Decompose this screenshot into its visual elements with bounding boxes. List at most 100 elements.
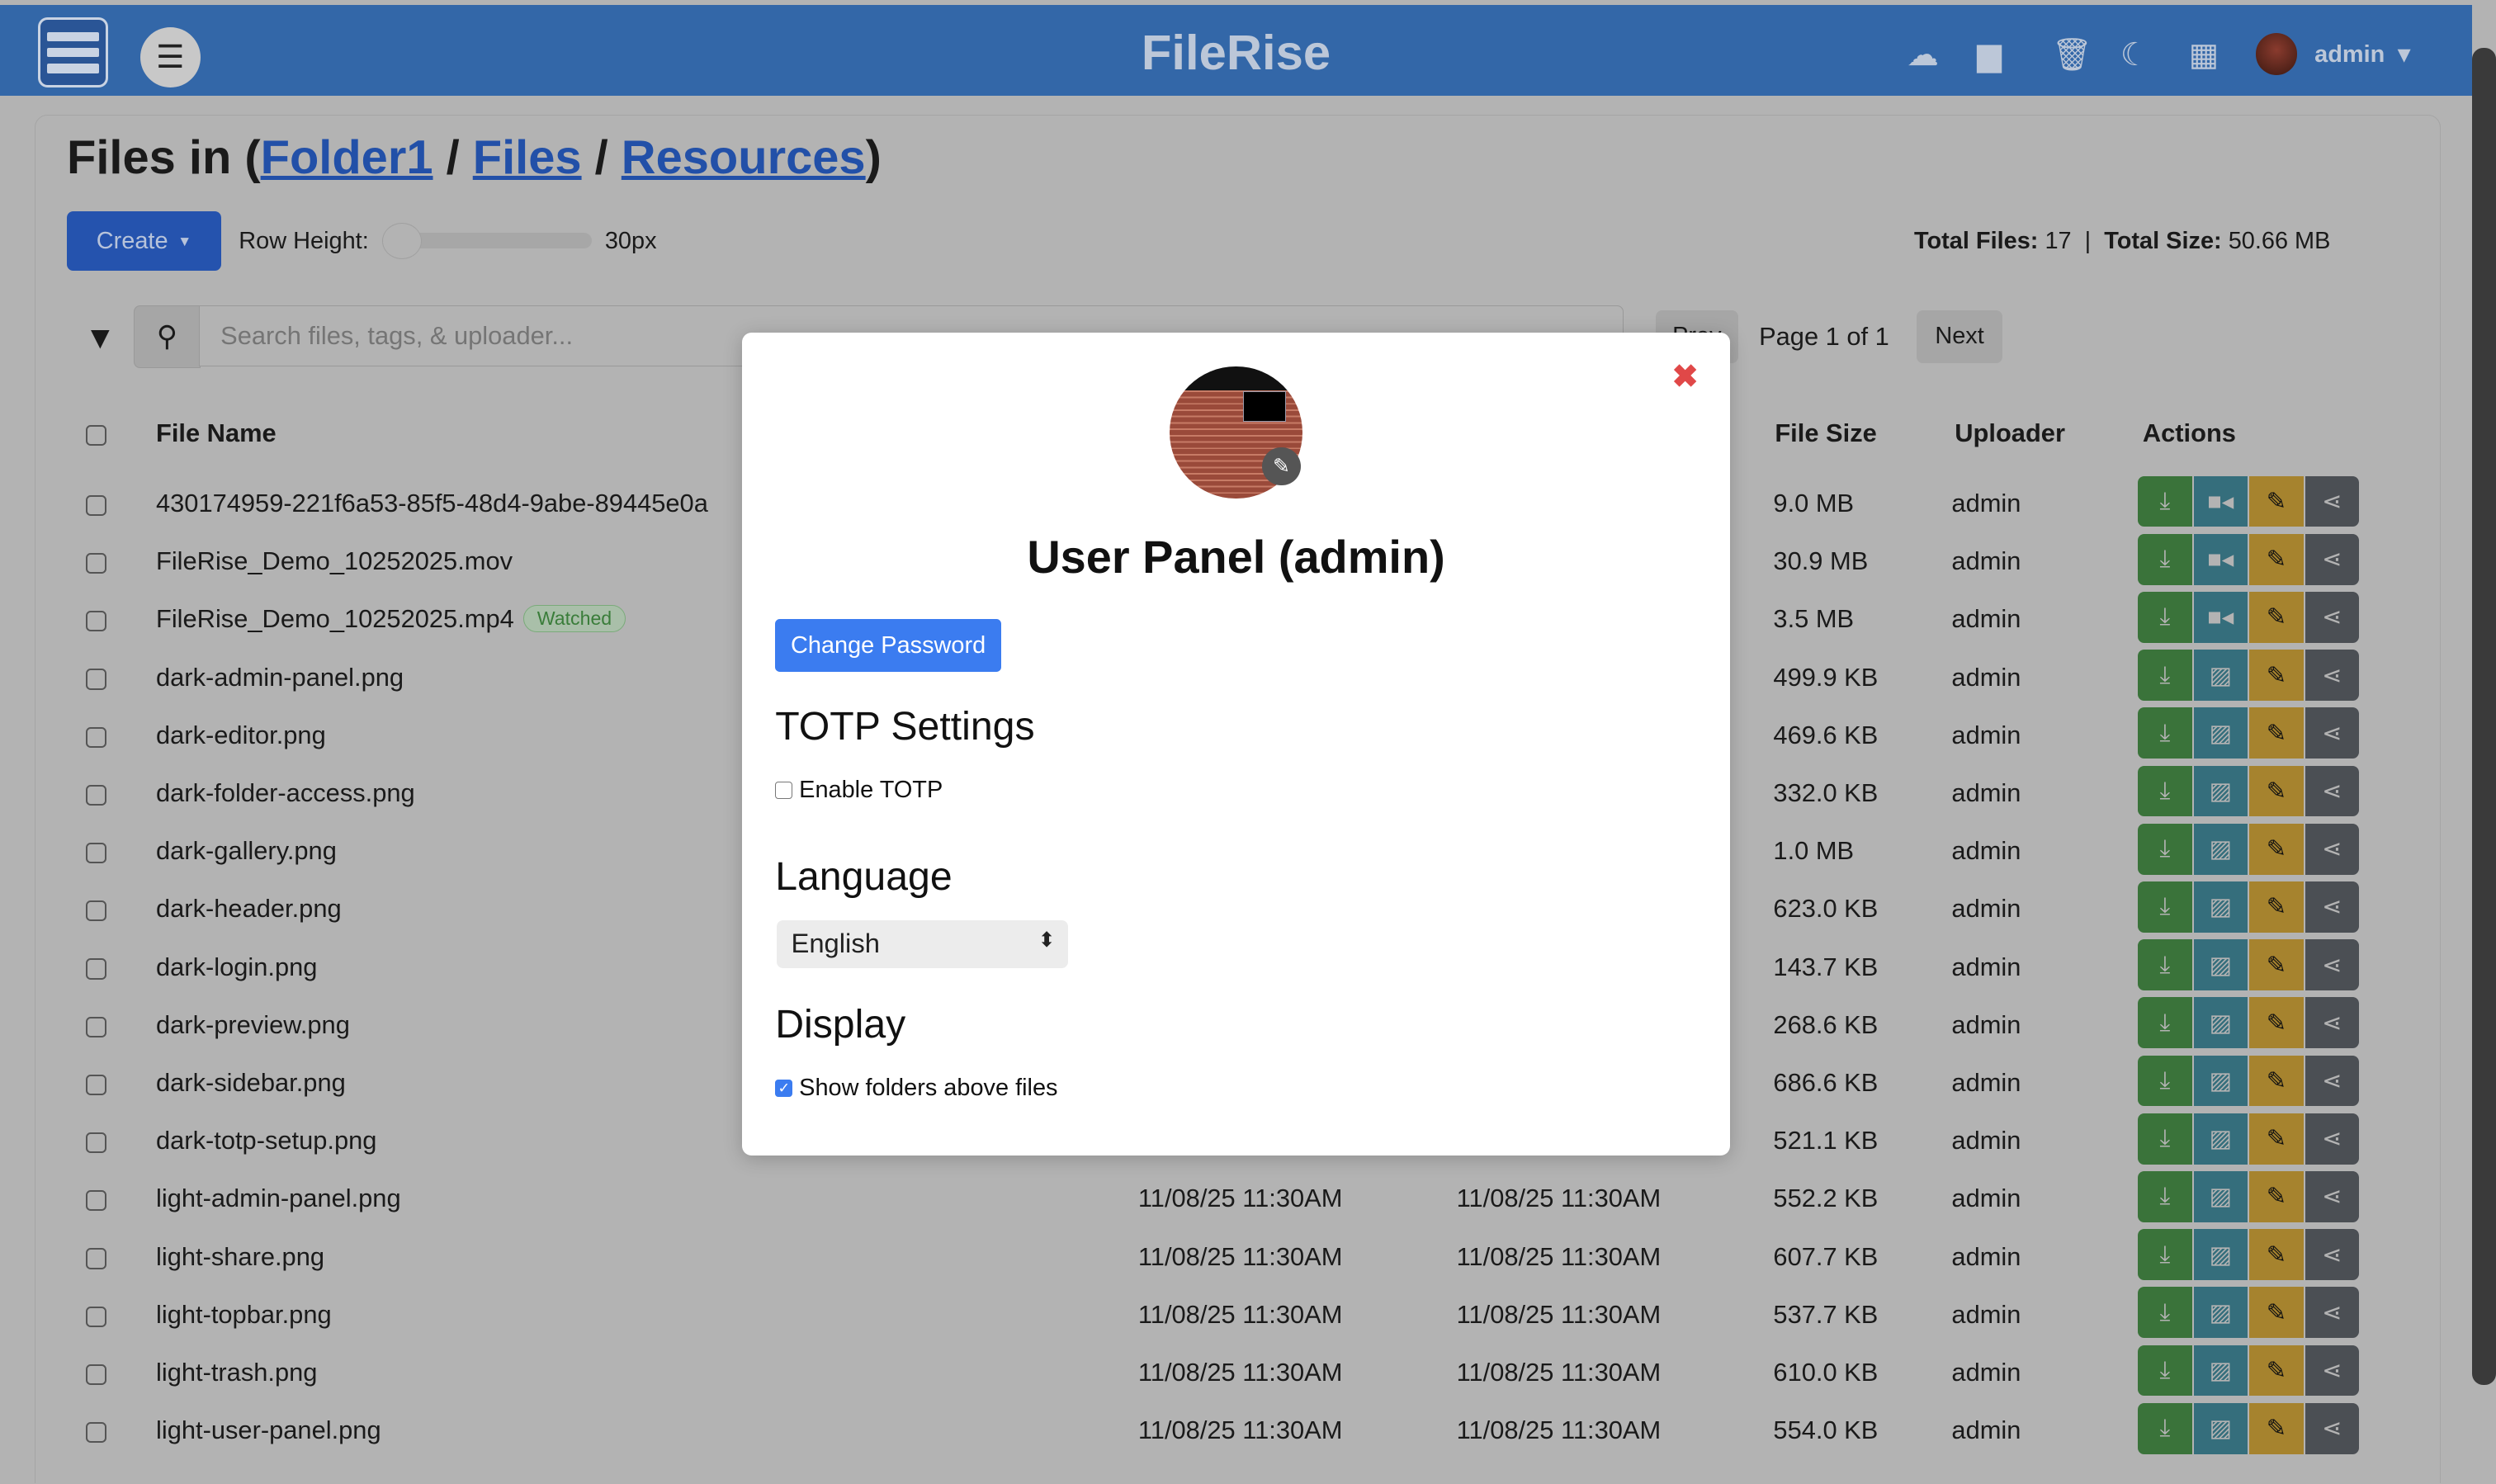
row-checkbox[interactable] — [86, 1363, 107, 1385]
download-button[interactable]: ⤓ — [2138, 997, 2192, 1049]
share-button[interactable]: ⋖ — [2305, 997, 2360, 1049]
file-name[interactable]: dark-totp-setup.png — [156, 1126, 376, 1156]
row-checkbox[interactable] — [86, 900, 107, 922]
breadcrumb-folder1[interactable]: Folder1 — [260, 131, 433, 185]
file-name[interactable]: light-admin-panel.png — [156, 1184, 401, 1213]
file-name[interactable]: dark-login.png — [156, 952, 317, 982]
upload-cloud-icon[interactable]: ☁ — [1907, 37, 1939, 73]
row-checkbox[interactable] — [86, 611, 107, 632]
preview-button[interactable]: ▨ — [2193, 1113, 2248, 1165]
share-button[interactable]: ⋖ — [2305, 592, 2360, 643]
edit-button[interactable]: ✎ — [2249, 707, 2304, 759]
edit-button[interactable]: ✎ — [2249, 592, 2304, 643]
scrollbar[interactable] — [2472, 47, 2496, 1385]
share-button[interactable]: ⋖ — [2305, 1113, 2360, 1165]
show-folders-checkbox[interactable]: ✓ Show folders above files — [775, 1075, 1058, 1102]
filter-icon[interactable]: ▼ — [84, 319, 116, 356]
download-button[interactable]: ⤓ — [2138, 1287, 2192, 1339]
table-row[interactable]: dark-folder-access.png 332.0 KB admin ⤓ ▨… — [0, 764, 2472, 821]
table-row[interactable]: 430174959-221f6a53-85f5-48d4-9abe-89445e… — [0, 475, 2472, 532]
row-checkbox[interactable] — [86, 1190, 107, 1212]
download-button[interactable]: ⤓ — [2138, 707, 2192, 759]
edit-button[interactable]: ✎ — [2249, 823, 2304, 875]
preview-button[interactable]: ▨ — [2193, 939, 2248, 990]
header-file-size[interactable]: File Size — [1775, 418, 1877, 448]
row-checkbox[interactable] — [86, 784, 107, 806]
share-button[interactable]: ⋖ — [2305, 765, 2360, 817]
download-button[interactable]: ⤓ — [2138, 533, 2192, 585]
preview-button[interactable]: ■◂ — [2193, 592, 2248, 643]
file-name[interactable]: light-topbar.png — [156, 1300, 332, 1330]
preview-button[interactable]: ▨ — [2193, 1171, 2248, 1222]
table-row[interactable]: dark-sidebar.png 686.6 KB admin ⤓ ▨ ✎ ⋖ — [0, 1054, 2472, 1111]
download-button[interactable]: ⤓ — [2138, 1113, 2192, 1165]
table-row[interactable]: dark-gallery.png 1.0 MB admin ⤓ ▨ ✎ ⋖ — [0, 822, 2472, 879]
file-name[interactable]: FileRise_Demo_10252025.mp4 Watched — [156, 604, 626, 634]
edit-button[interactable]: ✎ — [2249, 997, 2304, 1049]
edit-button[interactable]: ✎ — [2249, 1287, 2304, 1339]
row-checkbox[interactable] — [86, 669, 107, 690]
edit-button[interactable]: ✎ — [2249, 1113, 2304, 1165]
preview-button[interactable]: ▨ — [2193, 765, 2248, 817]
table-row[interactable]: dark-preview.png 268.6 KB admin ⤓ ▨ ✎ ⋖ — [0, 996, 2472, 1053]
preview-button[interactable]: ▨ — [2193, 823, 2248, 875]
edit-button[interactable]: ✎ — [2249, 475, 2304, 527]
share-button[interactable]: ⋖ — [2305, 1171, 2360, 1222]
download-button[interactable]: ⤓ — [2138, 1171, 2192, 1222]
table-row[interactable]: dark-editor.png 469.6 KB admin ⤓ ▨ ✎ ⋖ — [0, 707, 2472, 763]
file-name[interactable]: dark-preview.png — [156, 1010, 350, 1040]
close-icon[interactable]: ✖ — [1671, 358, 1699, 395]
change-password-button[interactable]: Change Password — [775, 619, 1002, 672]
select-all-checkbox[interactable] — [86, 424, 107, 447]
table-row[interactable]: dark-admin-panel.png 499.9 KB admin ⤓ ▨ ✎… — [0, 648, 2472, 705]
slider-thumb[interactable] — [381, 222, 423, 260]
edit-button[interactable]: ✎ — [2249, 1171, 2304, 1222]
preview-button[interactable]: ▨ — [2193, 650, 2248, 701]
row-checkbox[interactable] — [86, 1074, 107, 1095]
download-button[interactable]: ⤓ — [2138, 765, 2192, 817]
edit-button[interactable]: ✎ — [2249, 1402, 2304, 1454]
file-name[interactable]: dark-admin-panel.png — [156, 663, 404, 692]
preview-button[interactable]: ▨ — [2193, 881, 2248, 933]
breadcrumb-resources[interactable]: Resources — [621, 131, 866, 185]
file-name[interactable]: 430174959-221f6a53-85f5-48d4-9abe-89445e… — [156, 489, 708, 518]
edit-button[interactable]: ✎ — [2249, 533, 2304, 585]
row-checkbox[interactable] — [86, 958, 107, 980]
table-row[interactable]: light-topbar.png 11/08/25 11:30AM 11/08/25… — [0, 1286, 2472, 1343]
edit-button[interactable]: ✎ — [2249, 650, 2304, 701]
file-name[interactable]: light-share.png — [156, 1242, 324, 1272]
table-row[interactable]: dark-login.png 143.7 KB admin ⤓ ▨ ✎ ⋖ — [0, 938, 2472, 995]
user-menu[interactable]: admin ▾ — [2314, 41, 2410, 69]
menu-toggle-button[interactable]: ☰ — [139, 26, 201, 88]
file-name[interactable]: dark-folder-access.png — [156, 778, 415, 808]
edit-button[interactable]: ✎ — [2249, 1055, 2304, 1107]
grid-icon[interactable]: ▦ — [2188, 37, 2219, 73]
edit-button[interactable]: ✎ — [2249, 1345, 2304, 1397]
download-button[interactable]: ⤓ — [2138, 475, 2192, 527]
edit-avatar-pencil-icon[interactable]: ✎ — [1262, 447, 1301, 486]
enable-totp-checkbox[interactable]: Enable TOTP — [775, 777, 943, 804]
share-button[interactable]: ⋖ — [2305, 881, 2360, 933]
share-button[interactable]: ⋖ — [2305, 939, 2360, 990]
edit-button[interactable]: ✎ — [2249, 939, 2304, 990]
logo-icon[interactable] — [38, 17, 109, 88]
share-button[interactable]: ⋖ — [2305, 1055, 2360, 1107]
share-button[interactable]: ⋖ — [2305, 533, 2360, 585]
share-button[interactable]: ⋖ — [2305, 475, 2360, 527]
row-checkbox[interactable] — [86, 842, 107, 864]
file-name[interactable]: dark-header.png — [156, 894, 342, 924]
table-row[interactable]: dark-totp-setup.png 521.1 KB admin ⤓ ▨ ✎ … — [0, 1112, 2472, 1169]
download-button[interactable]: ⤓ — [2138, 1055, 2192, 1107]
table-row[interactable]: light-user-panel.png 11/08/25 11:30AM 11/0… — [0, 1401, 2472, 1458]
table-row[interactable]: FileRise_Demo_10252025.mov 30.9 MB admin … — [0, 532, 2472, 589]
row-checkbox[interactable] — [86, 1421, 107, 1444]
file-name[interactable]: light-user-panel.png — [156, 1415, 381, 1445]
preview-button[interactable]: ▨ — [2193, 1402, 2248, 1454]
row-height-slider[interactable] — [381, 232, 593, 248]
header-file-name[interactable]: File Name — [155, 418, 277, 448]
edit-button[interactable]: ✎ — [2249, 1229, 2304, 1280]
next-button[interactable]: Next — [1916, 310, 2003, 363]
preview-button[interactable]: ▨ — [2193, 1229, 2248, 1280]
download-button[interactable]: ⤓ — [2138, 823, 2192, 875]
table-row[interactable]: light-admin-panel.png 11/08/25 11:30AM 11/… — [0, 1170, 2472, 1226]
